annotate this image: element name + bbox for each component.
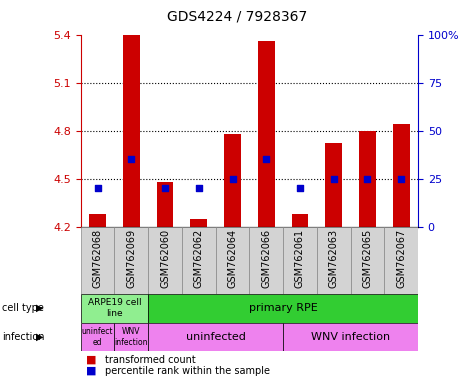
Text: primary RPE: primary RPE bbox=[249, 303, 317, 313]
Point bbox=[94, 185, 101, 191]
Text: GSM762062: GSM762062 bbox=[194, 228, 204, 288]
Text: GSM762066: GSM762066 bbox=[261, 228, 271, 288]
Point bbox=[228, 175, 236, 182]
Bar bbox=[216, 227, 249, 294]
Text: GSM762067: GSM762067 bbox=[396, 228, 406, 288]
Point bbox=[262, 156, 270, 162]
Bar bbox=[81, 323, 114, 351]
Bar bbox=[81, 294, 148, 323]
Text: percentile rank within the sample: percentile rank within the sample bbox=[104, 366, 269, 376]
Text: GSM762060: GSM762060 bbox=[160, 228, 170, 288]
Bar bbox=[292, 214, 308, 227]
Point bbox=[127, 156, 135, 162]
Text: infection: infection bbox=[2, 332, 45, 342]
Bar bbox=[148, 323, 283, 351]
Bar bbox=[351, 227, 384, 294]
Bar bbox=[249, 227, 283, 294]
Bar bbox=[359, 131, 376, 227]
Bar bbox=[283, 323, 418, 351]
Text: uninfected: uninfected bbox=[186, 332, 246, 342]
Text: ARPE19 cell
line: ARPE19 cell line bbox=[88, 298, 141, 318]
Bar bbox=[317, 227, 351, 294]
Text: GSM762065: GSM762065 bbox=[362, 228, 372, 288]
Text: ■: ■ bbox=[86, 366, 96, 376]
Text: GSM762069: GSM762069 bbox=[126, 228, 136, 288]
Text: ▶: ▶ bbox=[36, 332, 43, 342]
Bar bbox=[283, 227, 317, 294]
Bar bbox=[123, 35, 140, 227]
Point bbox=[330, 175, 337, 182]
Point bbox=[397, 175, 405, 182]
Bar bbox=[182, 227, 216, 294]
Text: GSM762068: GSM762068 bbox=[93, 228, 103, 288]
Text: cell type: cell type bbox=[2, 303, 44, 313]
Bar bbox=[114, 323, 148, 351]
Bar bbox=[325, 143, 342, 227]
Bar bbox=[157, 182, 173, 227]
Bar bbox=[89, 214, 106, 227]
Bar bbox=[393, 124, 409, 227]
Bar bbox=[148, 294, 418, 323]
Bar bbox=[148, 227, 182, 294]
Point bbox=[363, 175, 371, 182]
Text: uninfect
ed: uninfect ed bbox=[82, 327, 114, 347]
Text: WNV infection: WNV infection bbox=[311, 332, 390, 342]
Bar bbox=[190, 218, 207, 227]
Bar bbox=[81, 227, 114, 294]
Bar bbox=[224, 134, 241, 227]
Text: GSM762064: GSM762064 bbox=[228, 228, 238, 288]
Point bbox=[296, 185, 304, 191]
Bar bbox=[384, 227, 418, 294]
Text: GSM762061: GSM762061 bbox=[295, 228, 305, 288]
Text: GDS4224 / 7928367: GDS4224 / 7928367 bbox=[167, 9, 308, 23]
Text: transformed count: transformed count bbox=[104, 355, 195, 365]
Text: ▶: ▶ bbox=[36, 303, 43, 313]
Point bbox=[195, 185, 202, 191]
Text: ■: ■ bbox=[86, 355, 96, 365]
Text: GSM762063: GSM762063 bbox=[329, 228, 339, 288]
Bar bbox=[114, 227, 148, 294]
Text: WNV
infection: WNV infection bbox=[114, 327, 148, 347]
Bar bbox=[258, 41, 275, 227]
Point bbox=[161, 185, 169, 191]
